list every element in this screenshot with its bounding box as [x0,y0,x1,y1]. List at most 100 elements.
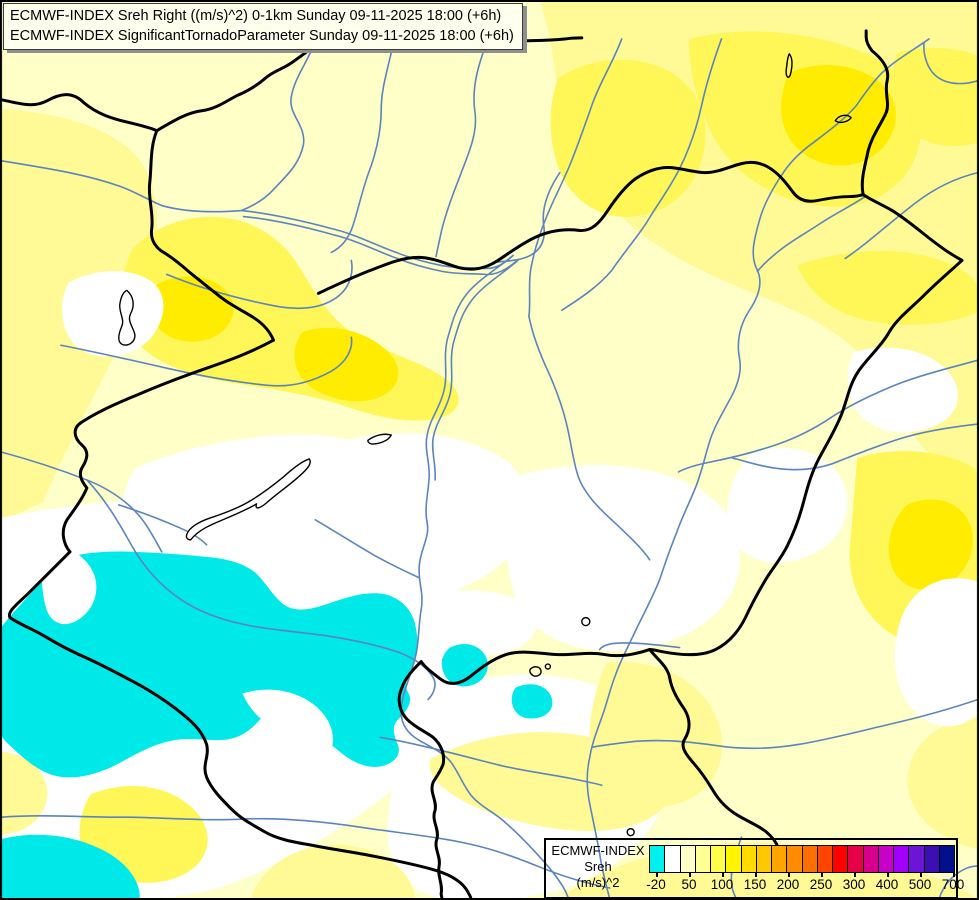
legend-swatch [755,845,772,873]
title-line-2: ECMWF-INDEX SignificantTornadoParameter … [10,28,514,44]
legend-swatch [893,845,910,873]
lake-small [626,827,635,837]
legend-tick-label: 700 [941,877,965,892]
legend-label-line: ECMWF-INDEX [551,843,645,858]
legend-swatch [710,845,727,873]
river-mura [1,451,163,553]
river-danube [242,215,517,276]
river-drava [379,736,603,787]
river-sava [1,815,611,889]
border-sk-hu [316,160,865,295]
legend-tick-mark [821,873,823,877]
river-sio [314,519,420,579]
legend-swatch [694,845,711,873]
legend-swatch [862,845,879,873]
river-danube [431,259,519,481]
lake-small [529,666,542,677]
river-tisza [586,38,930,899]
border-cz-at [1,93,159,133]
legend-label-line: Sreh [584,859,612,874]
river-hron [435,38,489,258]
border-sk-ua [860,29,890,197]
river-ne-corner [923,42,978,85]
border-at-hu [61,338,275,554]
border-hu-ro [648,258,964,657]
legend-box: ECMWF-INDEX Sreh (m/s)^2 -20 50 100 150 200 2… [544,838,964,899]
river-vah [330,38,396,254]
legend-tick-mark [854,873,856,877]
river-koros [731,423,978,471]
legend-swatch [832,845,849,873]
legend-tick-mark [953,873,955,877]
lake-small [544,663,552,670]
border-hu-ua [861,193,964,262]
legend-tick-mark [656,873,658,877]
river-drava [86,479,436,701]
river-zagyva [528,315,651,561]
lake-neusiedl [118,289,136,346]
legend-tick-label: 100 [710,877,734,892]
river-koros [677,359,978,473]
legend-tick-label: 50 [681,877,697,892]
lake-small [581,616,591,627]
legend-swatch [923,845,940,873]
title-box: ECMWF-INDEX Sreh Right ((m/s)^2) 0-1km S… [3,3,523,50]
river-se-corner [938,865,978,899]
legend-swatch [664,845,681,873]
legend-swatch [649,845,666,873]
legend-tick-mark [689,873,691,877]
legend-tick-mark [920,873,922,877]
legend-tick-mark [722,873,724,877]
region-white-holes [41,541,333,750]
legend-label-line: (m/s)^2 [576,875,620,890]
legend-tick-label: 500 [908,877,932,892]
border-slo-hr [7,550,473,899]
region-deep-yellow [147,65,973,590]
lakes [118,53,852,837]
river-raba [60,336,353,387]
border-at-sk [147,129,275,342]
legend-swatch [877,845,894,873]
river-bodrog [756,195,866,273]
river-koros [598,642,681,651]
legend-color-bar [649,845,955,873]
lake-balaton [185,458,311,541]
legend-tick-label: 200 [776,877,800,892]
legend-tick-label: 150 [743,877,767,892]
legend-tick-mark [755,873,757,877]
river-zala [118,504,208,546]
river-dyje [1,159,243,213]
river-danube [400,254,570,899]
legend-tick-mark [887,873,889,877]
legend-ticks: -20 50 100 150 200 250 300 400 500 700 [646,873,964,897]
legend-swatch [908,845,925,873]
river-ne-tributary [844,171,978,260]
lake-small [785,53,793,78]
legend-swatch [816,845,833,873]
river-sajo [561,38,723,312]
legend-swatch [740,845,757,873]
legend-swatch [679,845,696,873]
river-morava [240,38,318,212]
river-maros [590,698,978,750]
legend-label: ECMWF-INDEX Sreh (m/s)^2 [548,843,648,891]
lake-velence [367,433,392,445]
river-hernad [528,38,623,318]
legend-swatch [725,845,742,873]
legend-tick-label: 250 [809,877,833,892]
legend-tick-mark [788,873,790,877]
legend-tick-label: 300 [842,877,866,892]
rivers [1,38,978,899]
legend-swatch [786,845,803,873]
legend-tick-label: -20 [646,877,666,892]
legend-swatch [801,845,818,873]
lake-small [834,114,852,124]
legend-swatch [847,845,864,873]
legend-tick-label: 400 [875,877,899,892]
river-ipel [491,171,561,265]
title-line-1: ECMWF-INDEX Sreh Right ((m/s)^2) 0-1km S… [10,8,502,24]
border-hu-hr-drava [397,648,652,899]
